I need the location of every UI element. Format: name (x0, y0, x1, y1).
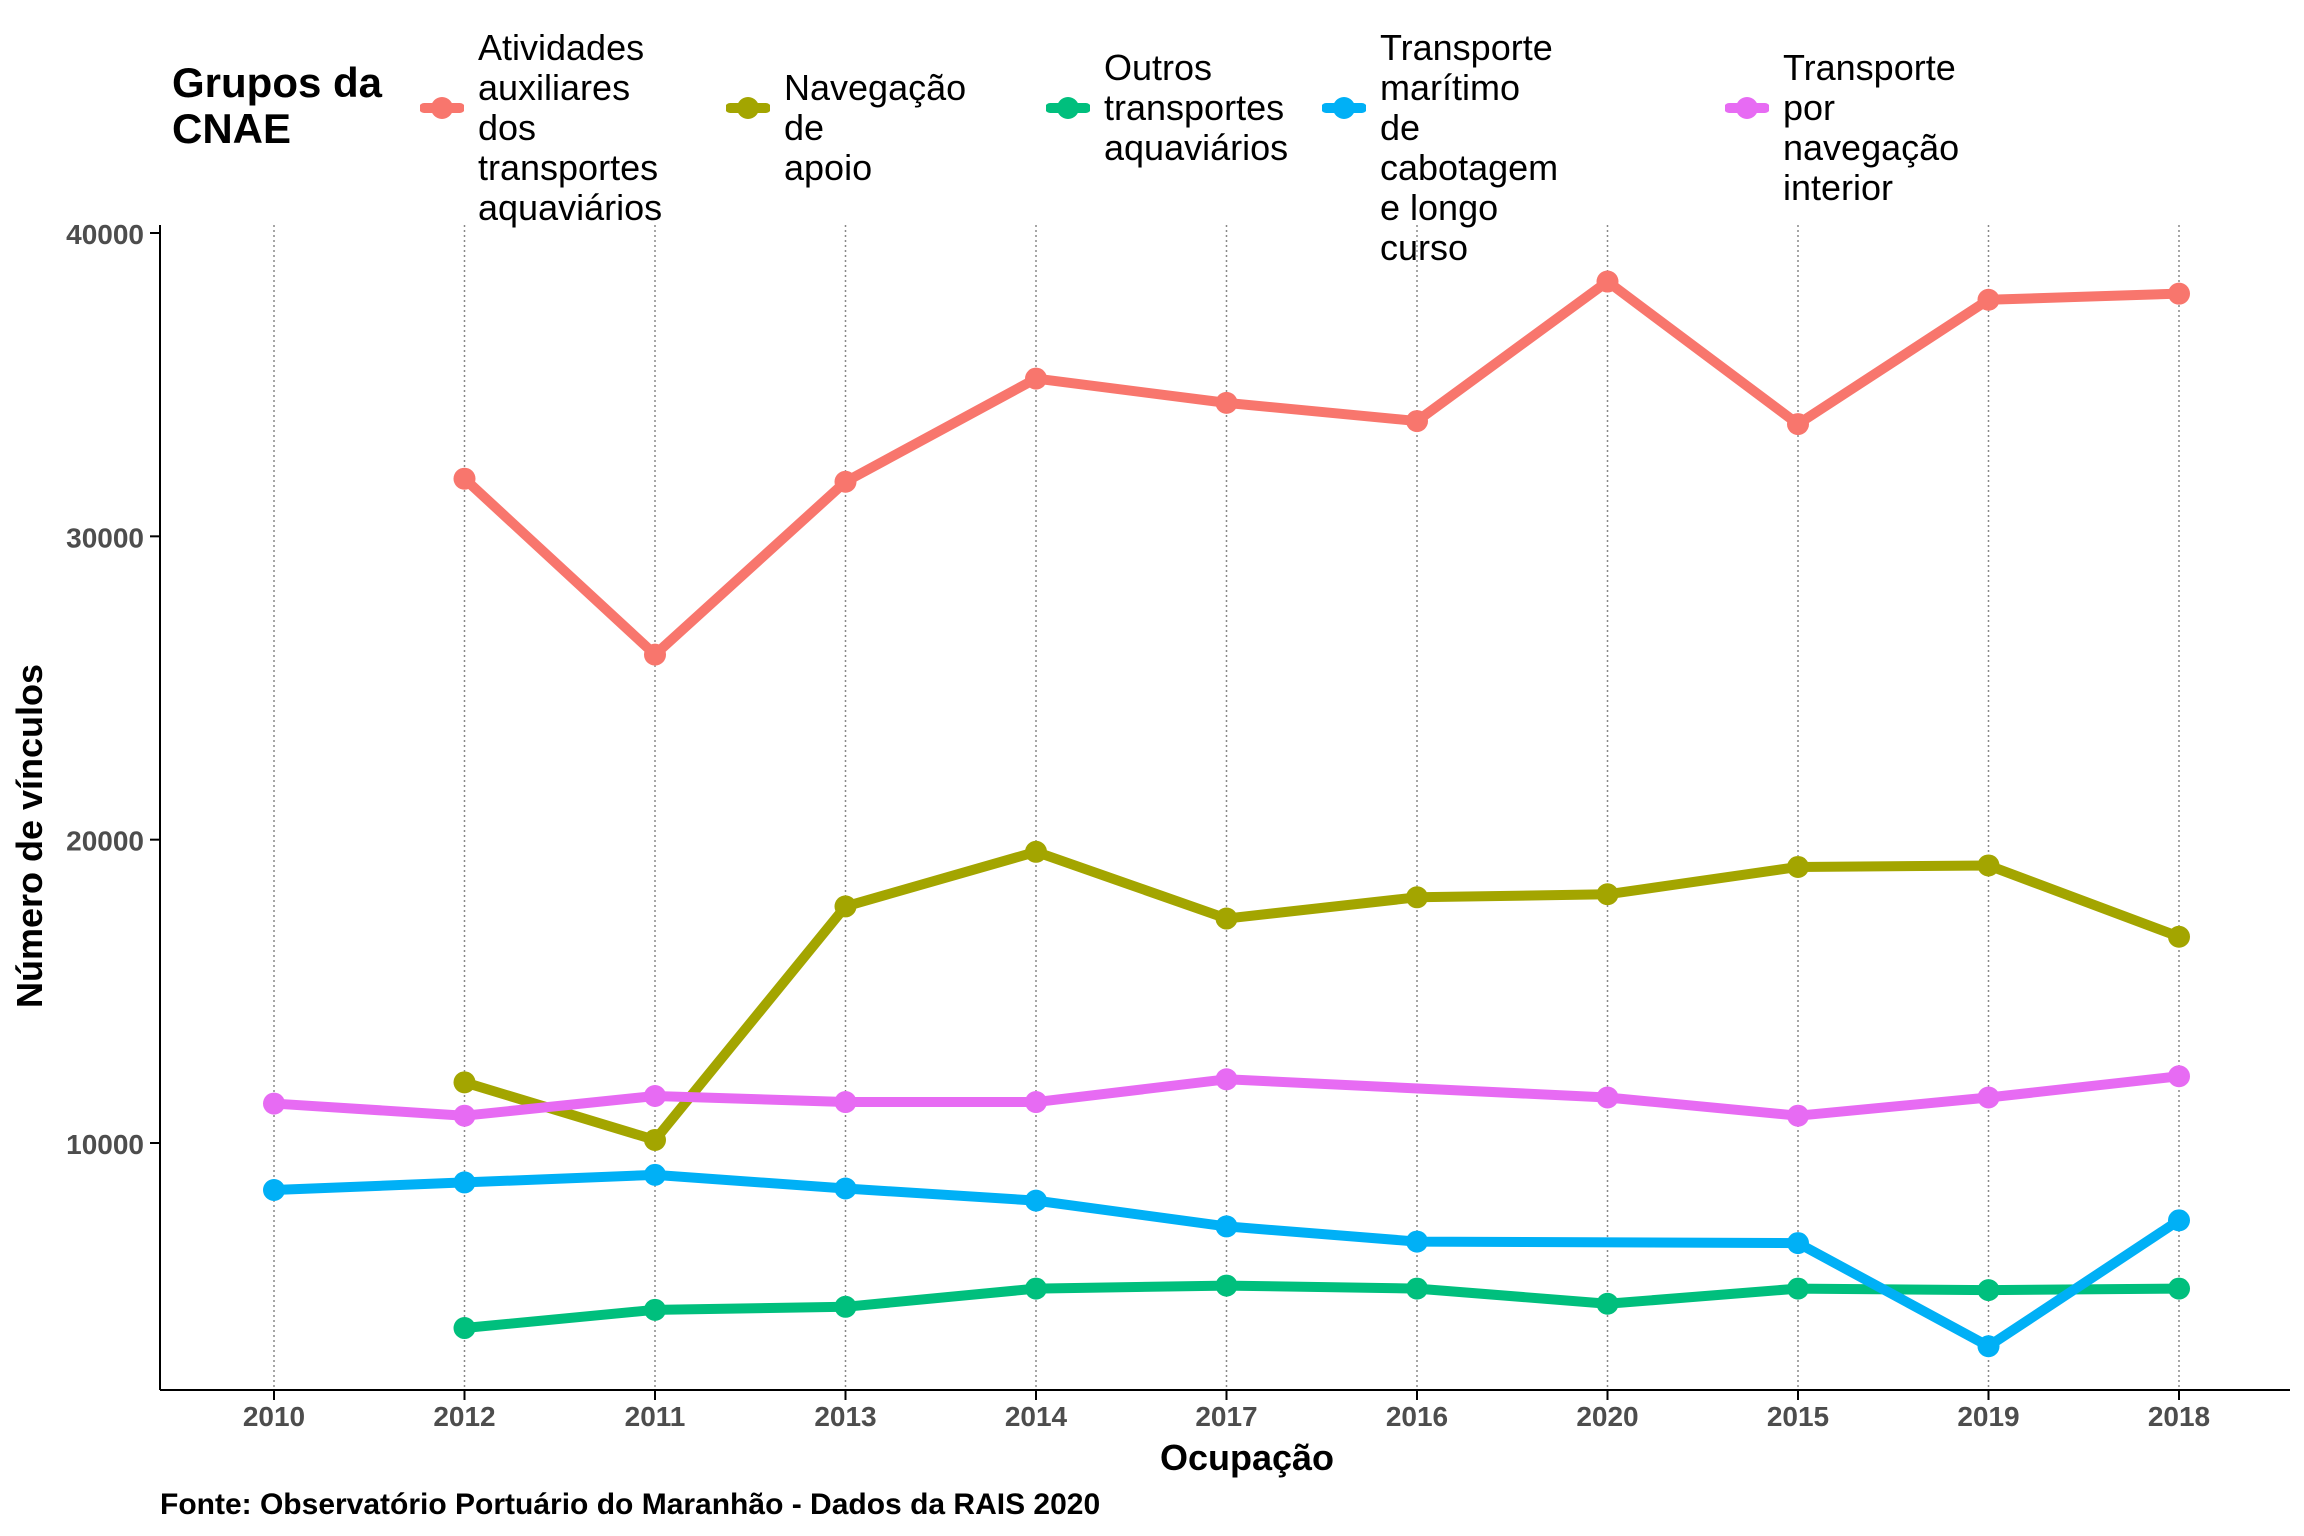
data-point-5-2013 (834, 1091, 857, 1114)
x-tick-label-2016: 2016 (1386, 1401, 1448, 1432)
legend-label-4: Transporte marítimo de cabotagem e longo… (1380, 27, 1559, 268)
y-axis-title: Número de vínculos (9, 663, 50, 1009)
data-point-4-2012 (453, 1171, 476, 1194)
data-point-2-2012 (453, 1071, 476, 1094)
data-point-5-2011 (644, 1084, 666, 1107)
series-5 (263, 1065, 2190, 1127)
data-point-4-2015 (1787, 1232, 1809, 1255)
data-point-4-2014 (1025, 1189, 1047, 1212)
data-point-1-2016 (1406, 410, 1428, 433)
y-tick-label-30000: 30000 (66, 522, 144, 553)
data-point-2-2015 (1787, 855, 1809, 878)
y-tick-label-20000: 20000 (66, 826, 144, 857)
series-group (263, 270, 2190, 1358)
legend-label-5: Transporte por navegação interior (1783, 47, 1960, 208)
data-point-1-2017 (1215, 391, 1238, 414)
legend-key-point-3 (1057, 97, 1079, 119)
data-point-2-2016 (1406, 886, 1428, 909)
data-point-5-2012 (453, 1104, 476, 1127)
legend-label-3: Outros transportes aquaviários (1104, 47, 1289, 168)
data-point-4-2013 (834, 1177, 857, 1200)
y-tick-label-10000: 10000 (66, 1129, 144, 1160)
data-point-3-2017 (1215, 1274, 1238, 1297)
data-point-3-2016 (1406, 1277, 1428, 1300)
data-point-1-2015 (1787, 413, 1809, 436)
data-point-4-2011 (644, 1163, 666, 1186)
data-point-3-2014 (1025, 1277, 1047, 1300)
series-4 (263, 1163, 2190, 1358)
data-point-5-2019 (1977, 1086, 2000, 1109)
data-point-1-2018 (2168, 282, 2190, 305)
axes (159, 225, 2290, 1391)
x-axis-title: Ocupação (0, 1437, 2304, 1479)
data-point-1-2011 (644, 643, 666, 666)
tick-labels: 10000 20000 30000 40000 2010 2012 2011 2013 2014… (66, 219, 2210, 1432)
data-point-3-2018 (2168, 1277, 2190, 1300)
data-point-5-2014 (1025, 1091, 1047, 1114)
x-tick-label-2019: 2019 (1957, 1401, 2019, 1432)
data-point-1-2020 (1596, 270, 1619, 293)
data-point-2-2014 (1025, 840, 1047, 863)
x-tick-label-2018: 2018 (2148, 1401, 2210, 1432)
data-point-4-2016 (1406, 1230, 1428, 1253)
data-point-4-2010 (263, 1179, 285, 1202)
x-tick-label-2014: 2014 (1005, 1401, 1068, 1432)
caption: Fonte: Observatório Portuário do Maranhã… (160, 1488, 1101, 1521)
legend-key-5 (1725, 97, 1769, 119)
series-2 (453, 840, 2190, 1151)
series-line-2 (459, 846, 2184, 1145)
data-point-5-2010 (263, 1092, 285, 1115)
legend-key-3 (1046, 97, 1090, 119)
legend-label-1: Atividades auxiliares dos transportes aq… (478, 27, 663, 228)
x-tick-label-2012: 2012 (433, 1401, 495, 1432)
x-axis-title-text: Ocupação (1159, 1437, 1335, 1478)
data-point-1-2013 (834, 470, 857, 493)
x-tick-label-2013: 2013 (814, 1401, 876, 1432)
data-point-5-2018 (2168, 1065, 2190, 1088)
data-point-4-2017 (1215, 1215, 1238, 1238)
data-point-5-2020 (1596, 1086, 1619, 1109)
legend-key-point-1 (431, 97, 453, 119)
data-point-2-2020 (1596, 883, 1619, 906)
data-point-2-2018 (2168, 925, 2190, 948)
x-tick-label-2015: 2015 (1767, 1401, 1829, 1432)
legend-title: Grupos da CNAE (172, 59, 383, 152)
series-line-5 (269, 1071, 2184, 1121)
x-tick-label-2017: 2017 (1195, 1401, 1257, 1432)
data-point-3-2013 (834, 1295, 857, 1318)
legend-key-4 (1322, 97, 1366, 119)
series-1 (453, 270, 2190, 666)
data-point-3-2020 (1596, 1292, 1619, 1315)
x-tick-label-2011: 2011 (625, 1401, 686, 1432)
data-point-4-2018 (2168, 1209, 2190, 1232)
data-point-3-2019 (1977, 1279, 2000, 1302)
x-tick-label-2020: 2020 (1576, 1401, 1638, 1432)
data-point-3-2011 (644, 1298, 666, 1321)
data-point-4-2019 (1977, 1335, 2000, 1358)
y-tick-label-40000: 40000 (66, 219, 144, 250)
data-point-2-2011 (644, 1128, 666, 1151)
series-line-1 (459, 276, 2184, 660)
series-line-4 (269, 1169, 2184, 1352)
data-point-1-2012 (453, 467, 476, 490)
legend-key-point-2 (737, 97, 759, 119)
data-point-3-2015 (1787, 1277, 1809, 1300)
data-point-1-2014 (1025, 367, 1047, 390)
legend-label-2: Navegação de apoio (784, 67, 967, 188)
data-point-5-2017 (1215, 1068, 1238, 1091)
legend-key-point-4 (1333, 97, 1355, 119)
data-point-2-2013 (834, 895, 857, 918)
legend-key-point-5 (1736, 97, 1758, 119)
x-tick-label-2010: 2010 (243, 1401, 305, 1432)
legend-key-1 (420, 97, 464, 119)
series-3 (453, 1274, 2190, 1340)
data-point-2-2017 (1215, 907, 1238, 930)
data-point-5-2015 (1787, 1104, 1809, 1127)
data-point-3-2012 (453, 1317, 476, 1340)
legend-key-2 (726, 97, 770, 119)
data-point-2-2019 (1977, 854, 2000, 877)
data-point-1-2019 (1977, 288, 2000, 311)
